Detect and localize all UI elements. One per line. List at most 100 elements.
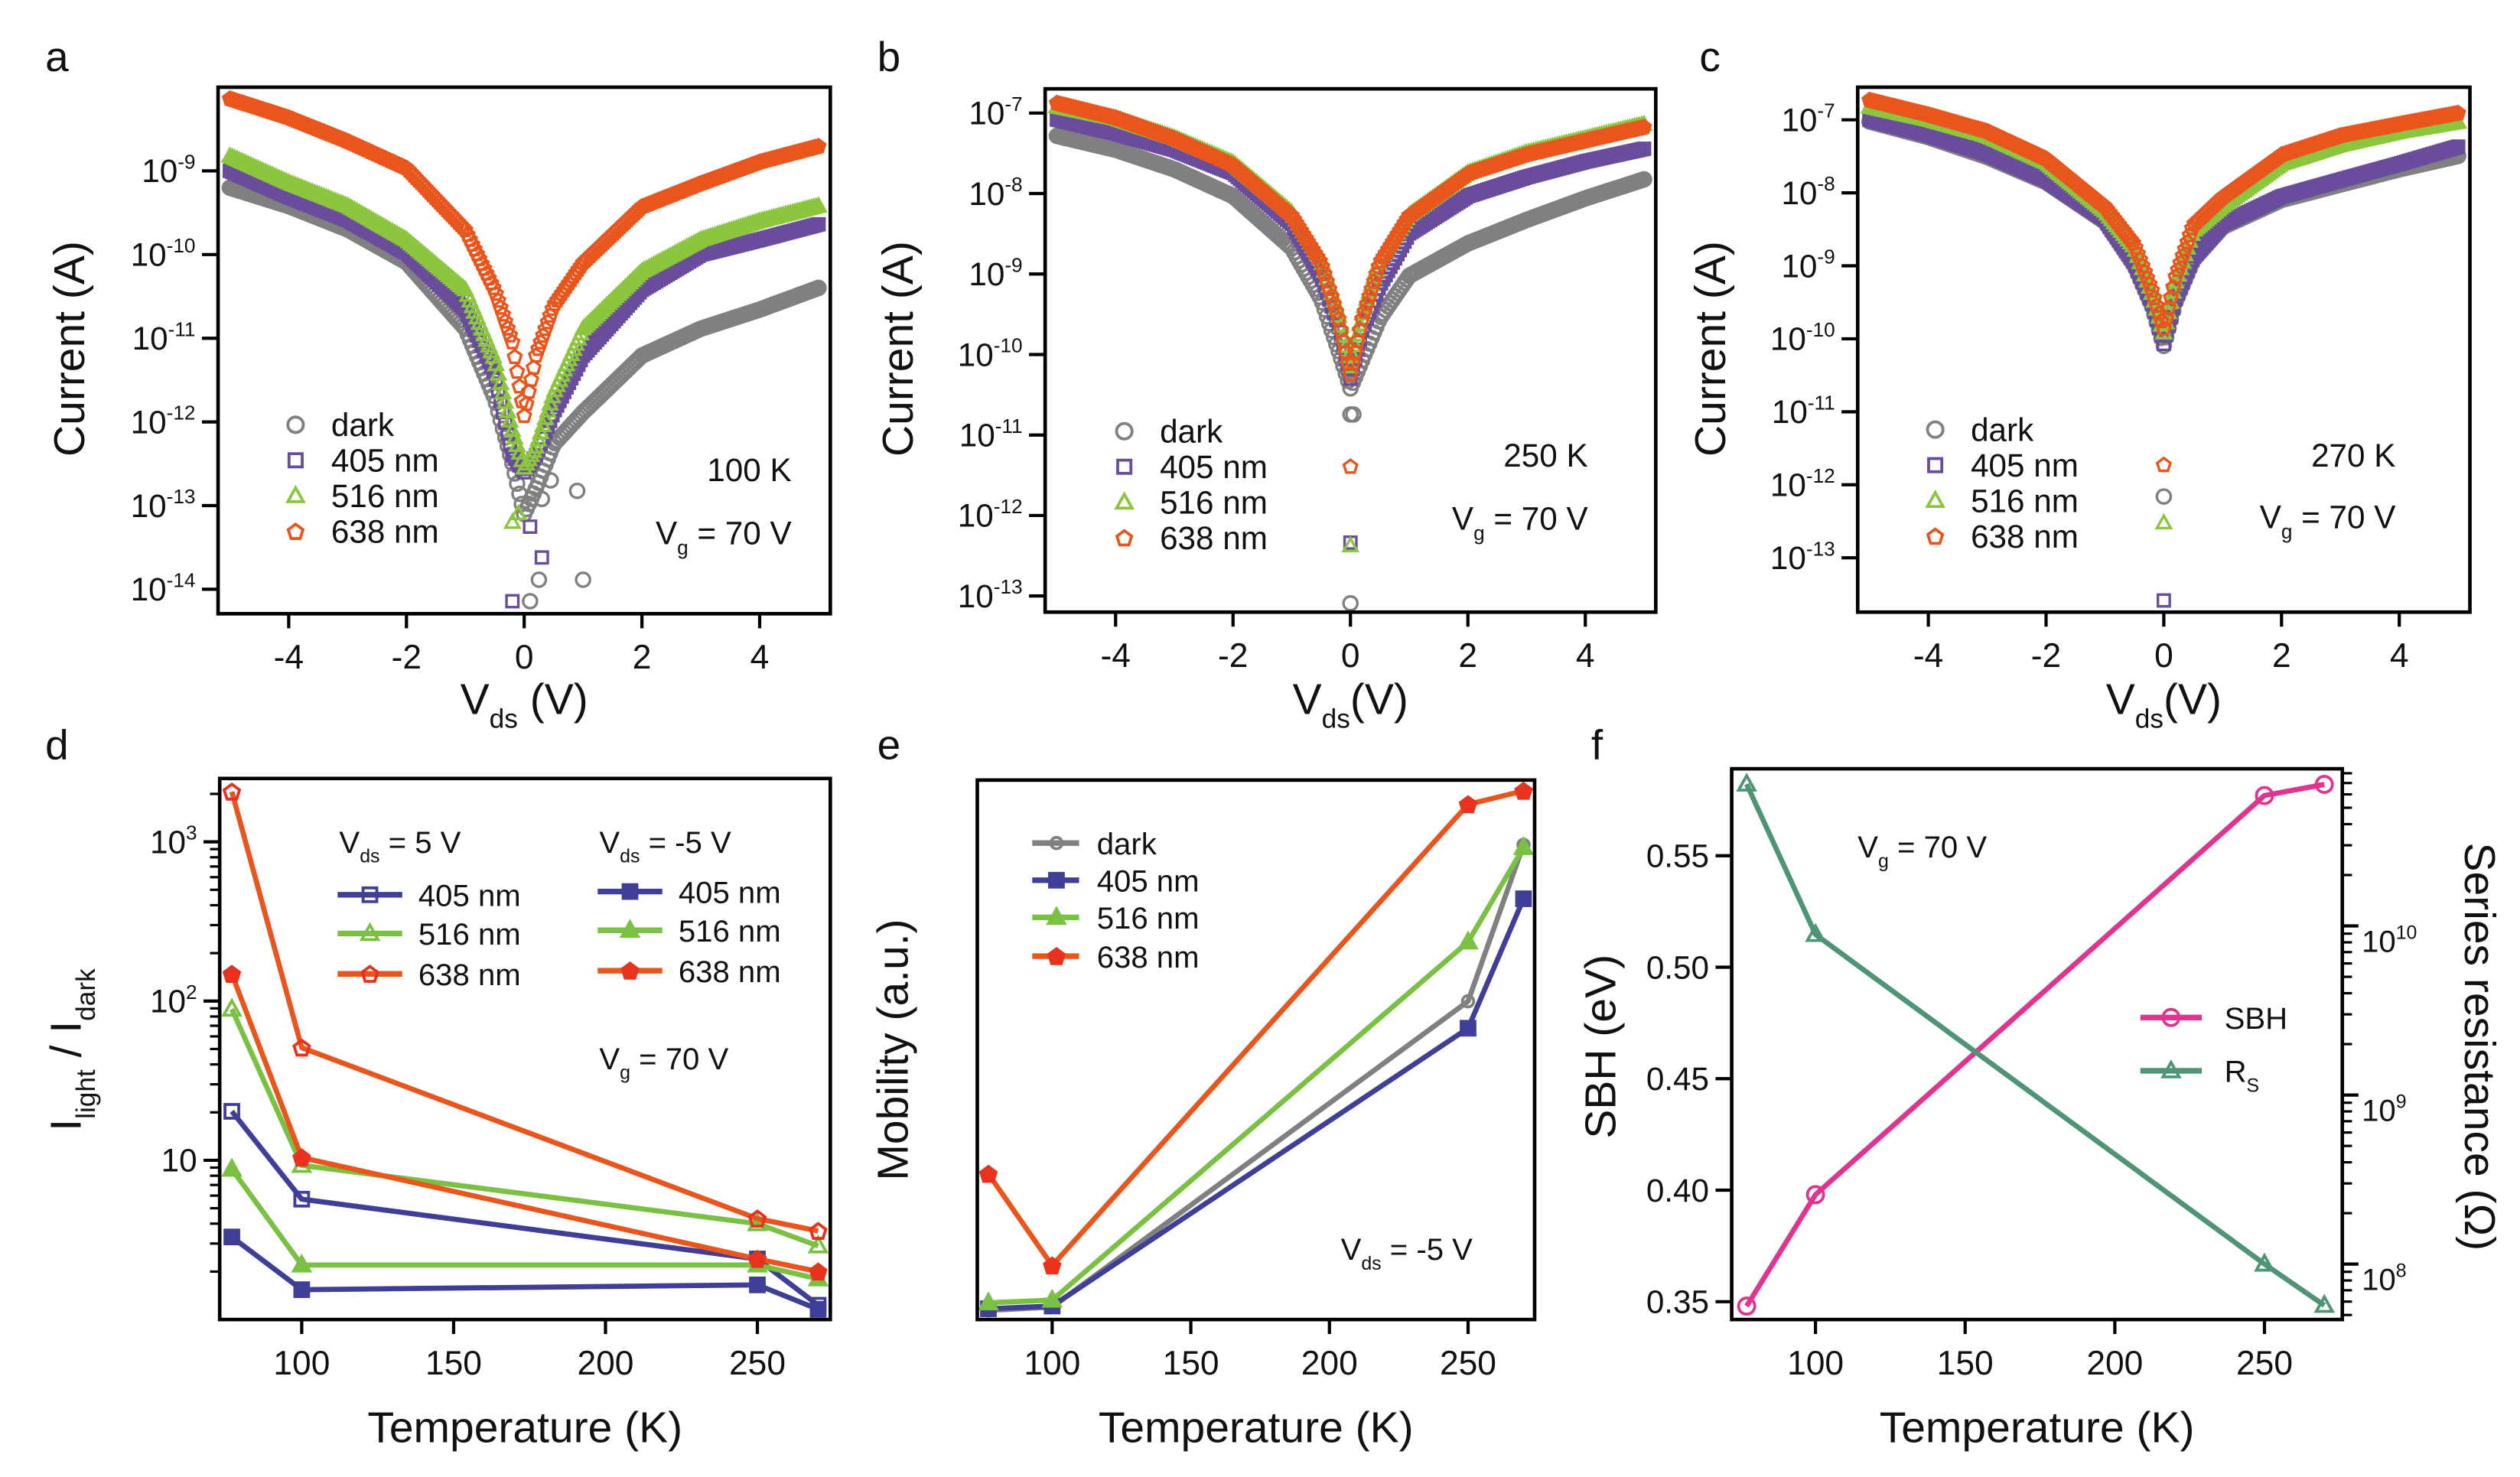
data-point bbox=[2314, 775, 2334, 794]
axes: 100 150 200 2500.350.400.450.500.5510810910… bbox=[1577, 772, 2504, 1453]
superscript: -11 bbox=[1808, 391, 1835, 414]
text-segment: 10 bbox=[958, 337, 994, 373]
superscript: 10 bbox=[2396, 922, 2417, 943]
data-point bbox=[2137, 263, 2154, 279]
series-dark bbox=[1048, 127, 1652, 612]
annotation: 270 K bbox=[2311, 438, 2395, 473]
text-segment: 0 bbox=[1341, 637, 1360, 675]
legend-label: 516 nm bbox=[331, 478, 439, 514]
y-tick-label: 10-10 bbox=[131, 234, 196, 273]
series-line-path bbox=[229, 791, 819, 1234]
x-tick-label: 150 bbox=[1937, 1345, 1994, 1382]
y2-tick-label: 108 bbox=[2362, 1261, 2406, 1297]
legend-marker-square-icon bbox=[287, 452, 304, 469]
legend-label: 405 nm bbox=[418, 880, 521, 913]
x-axis-title: Temperature (K) bbox=[367, 1404, 682, 1453]
y-tick-label: 10-11 bbox=[1772, 391, 1835, 430]
legend-item: 516 nm bbox=[1032, 902, 1200, 935]
x-tick-label: 2 bbox=[633, 639, 652, 676]
text-segment: 10 bbox=[959, 417, 995, 453]
data-point bbox=[809, 1300, 827, 1318]
text-segment: Temperature (K) bbox=[1880, 1404, 2195, 1453]
text-segment: 405 nm bbox=[418, 880, 521, 913]
data-point bbox=[2148, 297, 2165, 313]
data-point bbox=[1293, 222, 1310, 239]
legend-label: 638 nm bbox=[1160, 520, 1268, 556]
text-segment: dark bbox=[331, 407, 395, 443]
y-tick-label: 0.55 bbox=[1646, 838, 1709, 874]
data-point bbox=[1514, 781, 1533, 800]
data-point bbox=[1043, 1256, 1062, 1275]
annotation: Vg = 70 V bbox=[656, 516, 792, 560]
subscript: g bbox=[677, 536, 689, 559]
legend-item: dark bbox=[1926, 412, 2034, 447]
superscript: -9 bbox=[1817, 246, 1835, 268]
legend-label: dark bbox=[1160, 414, 1223, 450]
x-axis-title: Vds (V) bbox=[461, 675, 588, 734]
data-point bbox=[811, 216, 826, 232]
superscript: -7 bbox=[1004, 93, 1022, 115]
text-segment: 10 bbox=[150, 984, 186, 1020]
data-point bbox=[223, 1228, 240, 1246]
text-segment: 10 bbox=[969, 256, 1004, 292]
plot-frame bbox=[1043, 86, 1658, 614]
data-point bbox=[1041, 1288, 1063, 1308]
series-516-nm bbox=[220, 146, 828, 529]
legend-label: SBH bbox=[2225, 1002, 2287, 1036]
data-point bbox=[293, 1281, 311, 1298]
data-point-outlier bbox=[575, 571, 591, 588]
data-point bbox=[747, 1209, 767, 1228]
data-point bbox=[509, 363, 526, 379]
text-segment: -2 bbox=[2031, 637, 2061, 675]
text-segment: 10 bbox=[2362, 1094, 2396, 1127]
text-segment: 10 bbox=[958, 498, 994, 534]
data-point bbox=[2450, 104, 2466, 121]
text-segment: 200 bbox=[1301, 1345, 1358, 1382]
legend-label: 638 nm bbox=[1097, 941, 1200, 974]
legend-item: dark bbox=[1115, 414, 1223, 450]
data-point bbox=[1314, 258, 1331, 274]
data-point-outlier bbox=[2156, 593, 2171, 608]
subscript: ds bbox=[1361, 1253, 1381, 1274]
text-segment: 638 nm bbox=[1160, 520, 1268, 556]
annotation: Vg = 70 V bbox=[1452, 501, 1588, 545]
data-point bbox=[537, 320, 554, 337]
text-segment: (V) bbox=[1350, 675, 1408, 724]
data-point bbox=[291, 1253, 313, 1273]
x-tick-label: -4 bbox=[274, 639, 304, 676]
series-line-path bbox=[230, 1167, 819, 1282]
data-point bbox=[978, 1291, 999, 1311]
text-segment: = 70 V bbox=[630, 1043, 728, 1076]
plot-frame bbox=[1855, 85, 2472, 614]
data-point bbox=[2160, 299, 2177, 315]
superscript: -10 bbox=[167, 234, 196, 257]
subscript: ds bbox=[1322, 704, 1350, 734]
text-segment: 10 bbox=[969, 176, 1004, 212]
y-axis-title: SBH (eV) bbox=[1577, 955, 1626, 1139]
y-tick-label: 10-8 bbox=[969, 173, 1022, 212]
data-marks bbox=[1047, 94, 1653, 612]
x-axis-title: Vds(V) bbox=[1293, 675, 1408, 734]
annotation: Vds = -5 V bbox=[1341, 1233, 1473, 1274]
data-point bbox=[539, 314, 556, 330]
y-tick-label: 0.45 bbox=[1646, 1061, 1709, 1097]
data-point bbox=[1458, 795, 1478, 814]
series-line bbox=[1736, 773, 2336, 1313]
legend-marker-circle-icon bbox=[286, 415, 305, 434]
data-point bbox=[2163, 288, 2180, 305]
y-tick-label: 10 bbox=[161, 1143, 197, 1179]
text-segment: -4 bbox=[274, 639, 304, 676]
legend-item: 405 nm bbox=[337, 880, 521, 913]
axes: 100 150 200 250 Temperature (K) Mobility (a.u… bbox=[869, 919, 1496, 1452]
legend-marker-pentagon-icon bbox=[1047, 946, 1066, 965]
text-segment: 405 nm bbox=[679, 876, 781, 909]
x-axis-title: Temperature (K) bbox=[1880, 1404, 2195, 1453]
y-tick-label: 10-7 bbox=[1781, 99, 1835, 138]
text-segment: 10 bbox=[969, 96, 1004, 132]
data-point bbox=[1283, 207, 1301, 223]
series-line-path bbox=[229, 973, 819, 1274]
legend-item: 638 nm bbox=[1032, 941, 1200, 974]
panel-b: b-4 -2 0 2 410-710-810-910-1010-1110-1210-13… bbox=[874, 33, 1658, 734]
data-point bbox=[1297, 229, 1314, 246]
